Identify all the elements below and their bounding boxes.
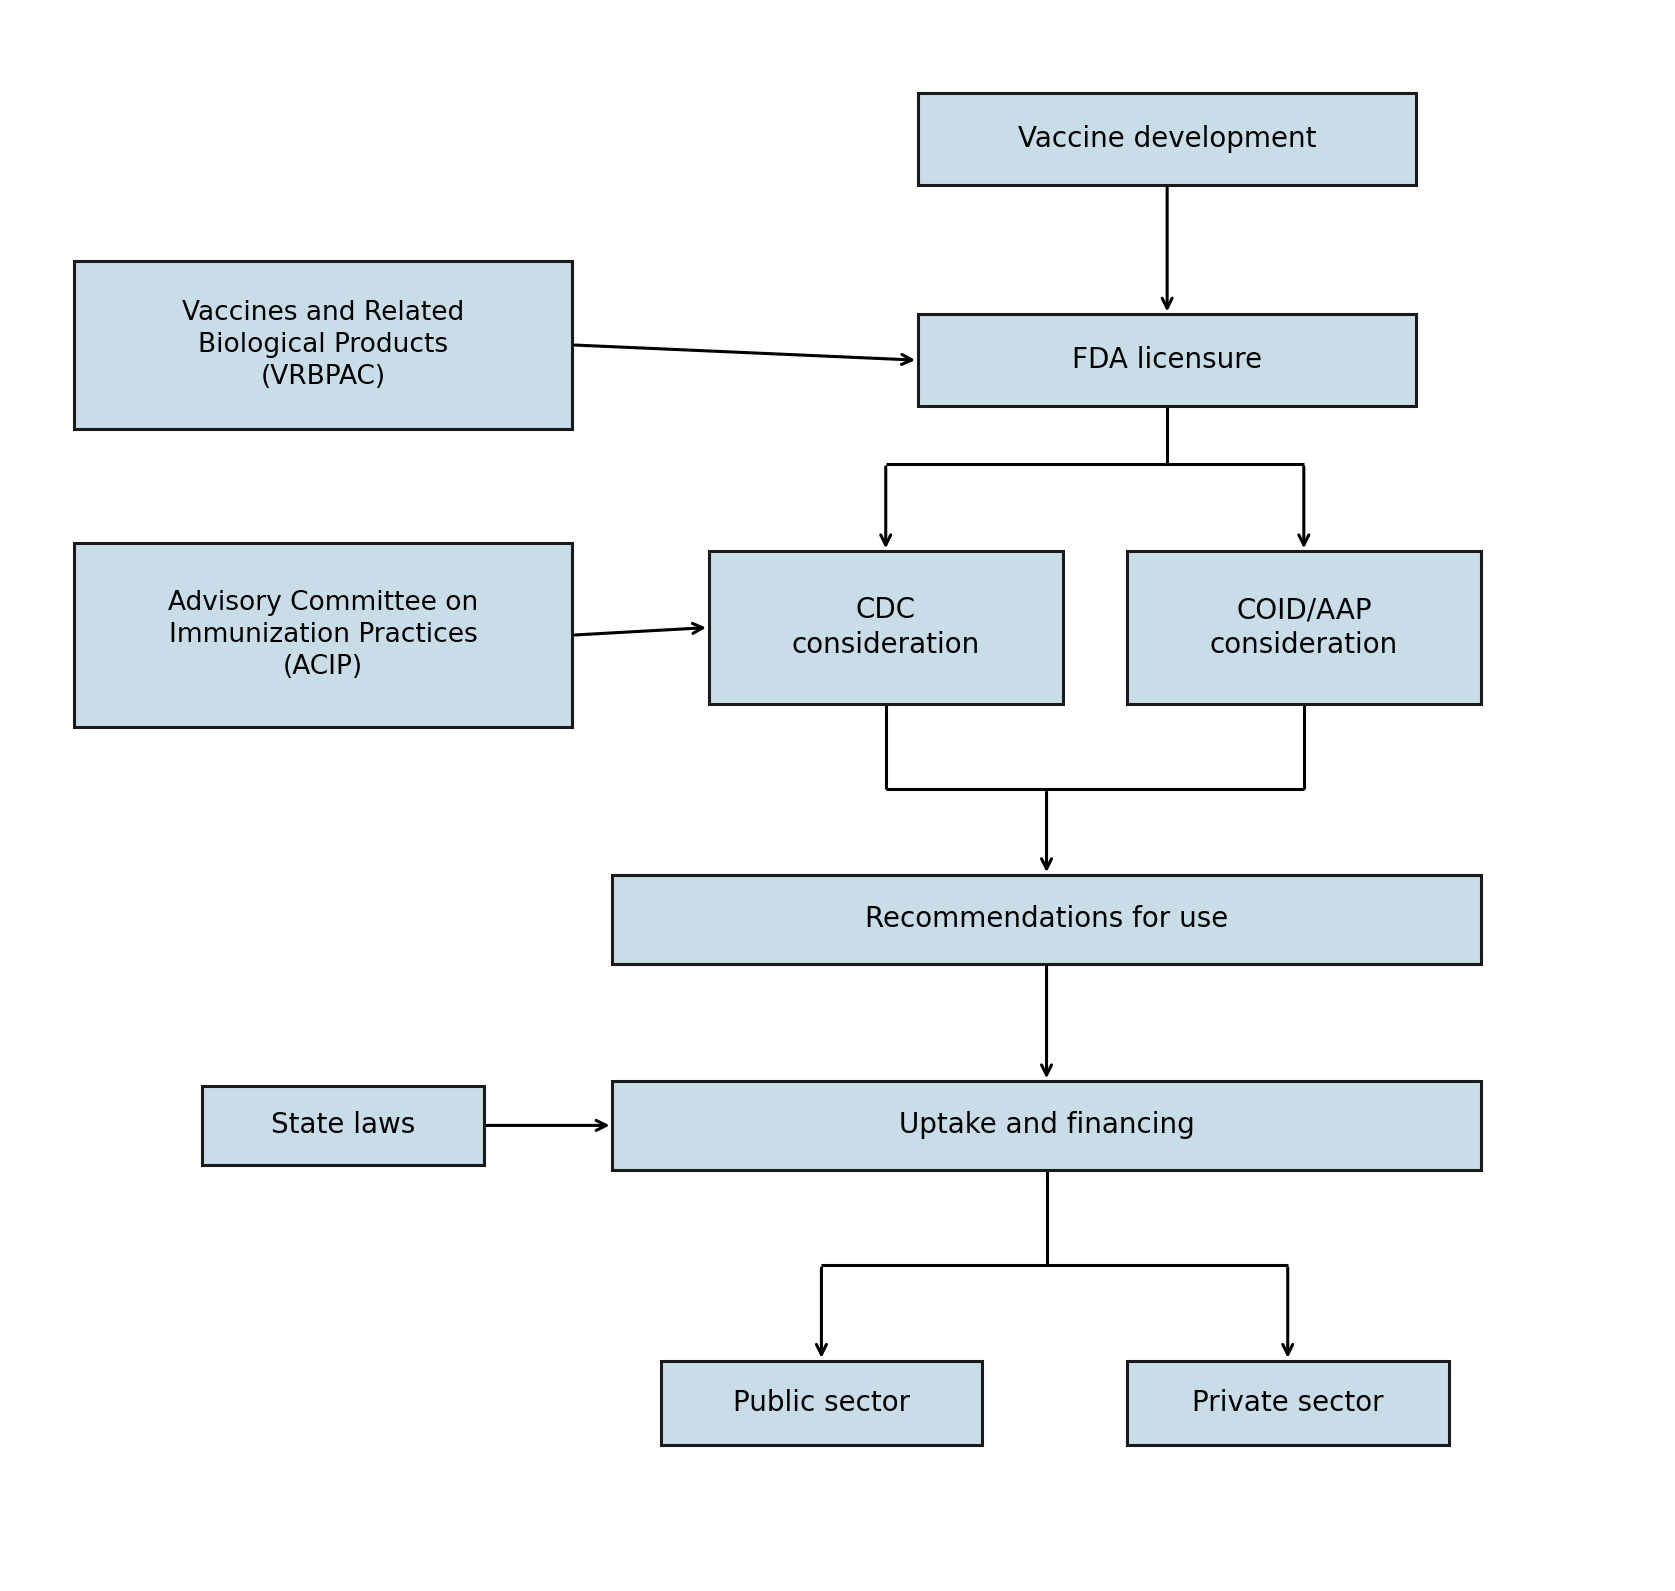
Text: Private sector: Private sector — [1193, 1389, 1384, 1416]
Text: State laws: State laws — [271, 1112, 415, 1139]
FancyBboxPatch shape — [709, 550, 1062, 703]
FancyBboxPatch shape — [918, 315, 1417, 406]
FancyBboxPatch shape — [613, 875, 1481, 964]
FancyBboxPatch shape — [203, 1085, 484, 1165]
FancyBboxPatch shape — [660, 1360, 982, 1445]
Text: Recommendations for use: Recommendations for use — [864, 905, 1228, 934]
Text: CDC
consideration: CDC consideration — [792, 597, 980, 659]
FancyBboxPatch shape — [74, 544, 573, 727]
Text: Public sector: Public sector — [734, 1389, 910, 1416]
Text: Vaccines and Related
Biological Products
(VRBPAC): Vaccines and Related Biological Products… — [183, 301, 464, 390]
FancyBboxPatch shape — [74, 261, 573, 430]
FancyBboxPatch shape — [613, 1082, 1481, 1169]
Text: Uptake and financing: Uptake and financing — [899, 1112, 1194, 1139]
FancyBboxPatch shape — [1127, 1360, 1449, 1445]
Text: FDA licensure: FDA licensure — [1072, 347, 1263, 374]
Text: Vaccine development: Vaccine development — [1018, 124, 1317, 153]
Text: Advisory Committee on
Immunization Practices
(ACIP): Advisory Committee on Immunization Pract… — [168, 590, 477, 679]
FancyBboxPatch shape — [1127, 550, 1481, 703]
FancyBboxPatch shape — [918, 92, 1417, 185]
Text: COID/AAP
consideration: COID/AAP consideration — [1209, 597, 1399, 659]
